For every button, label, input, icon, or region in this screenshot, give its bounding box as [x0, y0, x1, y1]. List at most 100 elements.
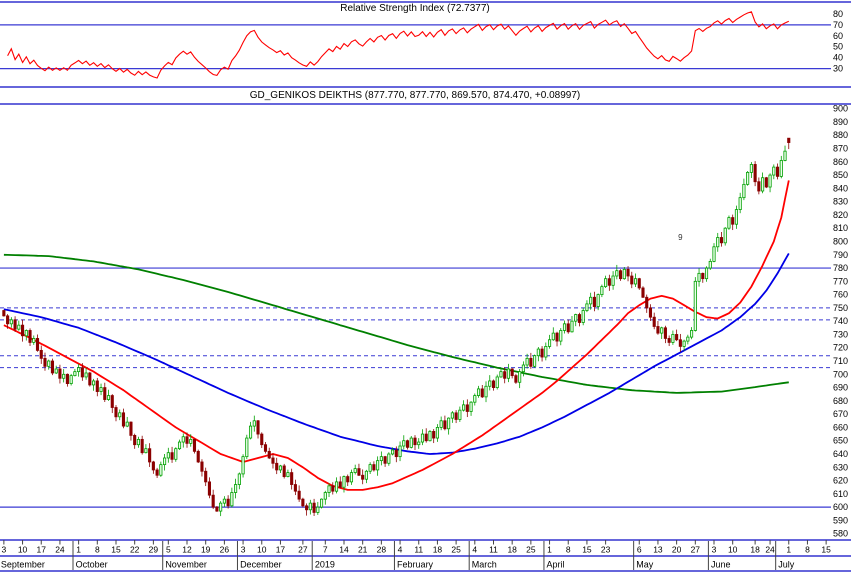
svg-text:8: 8	[566, 545, 571, 555]
svg-text:12: 12	[182, 545, 192, 555]
svg-text:8: 8	[95, 545, 100, 555]
svg-text:40: 40	[833, 53, 843, 63]
svg-text:760: 760	[833, 290, 848, 300]
svg-text:11: 11	[414, 545, 423, 555]
svg-text:February: February	[397, 560, 434, 570]
svg-text:May: May	[636, 560, 654, 570]
svg-text:29: 29	[149, 545, 159, 555]
svg-text:December: December	[240, 560, 282, 570]
svg-text:10: 10	[257, 545, 267, 555]
svg-text:610: 610	[833, 489, 848, 499]
svg-text:15: 15	[111, 545, 121, 555]
svg-text:670: 670	[833, 409, 848, 419]
svg-text:20: 20	[672, 545, 682, 555]
svg-text:1: 1	[76, 545, 81, 555]
svg-text:24: 24	[765, 545, 775, 555]
svg-text:June: June	[711, 560, 731, 570]
candlesticks	[2, 137, 791, 517]
ma-slow-line	[3, 253, 789, 394]
svg-text:21: 21	[358, 545, 368, 555]
svg-text:10: 10	[18, 545, 28, 555]
svg-text:900: 900	[833, 104, 848, 114]
svg-text:11: 11	[489, 545, 498, 555]
svg-text:18: 18	[750, 545, 760, 555]
svg-text:720: 720	[833, 343, 848, 353]
svg-text:18: 18	[507, 545, 517, 555]
svg-text:870: 870	[833, 144, 848, 154]
svg-text:620: 620	[833, 476, 848, 486]
svg-text:770: 770	[833, 276, 848, 286]
svg-text:25: 25	[526, 545, 536, 555]
svg-text:18: 18	[433, 545, 443, 555]
svg-text:880: 880	[833, 130, 848, 140]
price-level-lines	[0, 267, 831, 508]
svg-text:740: 740	[833, 316, 848, 326]
svg-text:September: September	[1, 560, 45, 570]
svg-text:24: 24	[55, 545, 65, 555]
svg-text:7: 7	[323, 545, 328, 555]
svg-text:3: 3	[241, 545, 246, 555]
x-axis: 3 10 17 24 1 8 15 22 29 5 12 19 26 3 10 17 27 7 14 21 28 4 11 1…	[1, 540, 831, 570]
svg-text:710: 710	[833, 356, 848, 366]
svg-text:23: 23	[601, 545, 611, 555]
svg-text:3: 3	[712, 545, 717, 555]
svg-text:690: 690	[833, 383, 848, 393]
svg-text:October: October	[76, 560, 108, 570]
svg-text:28: 28	[377, 545, 387, 555]
svg-text:650: 650	[833, 436, 848, 446]
svg-text:730: 730	[833, 329, 848, 339]
svg-text:820: 820	[833, 210, 848, 220]
svg-text:17: 17	[276, 545, 286, 555]
svg-text:60: 60	[833, 31, 843, 41]
svg-text:80: 80	[833, 9, 843, 19]
svg-text:17: 17	[37, 545, 47, 555]
svg-text:860: 860	[833, 157, 848, 167]
svg-text:July: July	[778, 560, 795, 570]
svg-text:580: 580	[833, 529, 848, 539]
svg-text:1: 1	[786, 545, 791, 555]
svg-text:25: 25	[451, 545, 461, 555]
svg-text:30: 30	[833, 64, 843, 74]
svg-text:640: 640	[833, 449, 848, 459]
svg-text:2019: 2019	[315, 560, 335, 570]
svg-text:50: 50	[833, 42, 843, 52]
svg-text:4: 4	[472, 545, 477, 555]
svg-text:13: 13	[653, 545, 663, 555]
svg-text:630: 630	[833, 462, 848, 472]
ma-fast-line	[3, 180, 790, 491]
rsi-level-lines	[0, 24, 831, 70]
svg-text:November: November	[165, 560, 207, 570]
svg-text:15: 15	[582, 545, 592, 555]
svg-text:700: 700	[833, 369, 848, 379]
svg-text:5: 5	[166, 545, 171, 555]
svg-text:830: 830	[833, 197, 848, 207]
svg-text:26: 26	[220, 545, 230, 555]
svg-text:660: 660	[833, 422, 848, 432]
svg-text:22: 22	[130, 545, 140, 555]
svg-text:19: 19	[201, 545, 211, 555]
svg-text:790: 790	[833, 250, 848, 260]
svg-text:14: 14	[339, 545, 349, 555]
svg-text:1: 1	[547, 545, 552, 555]
svg-text:April: April	[547, 560, 565, 570]
svg-text:70: 70	[833, 20, 843, 30]
chart-annotation: 9	[678, 233, 683, 242]
svg-text:890: 890	[833, 117, 848, 127]
svg-text:6: 6	[637, 545, 642, 555]
svg-text:10: 10	[728, 545, 738, 555]
price-axis-labels: 900 890 880 870 860 850 840 830 820 810 800 790 780 7…	[833, 104, 848, 539]
svg-text:15: 15	[821, 545, 831, 555]
svg-text:780: 780	[833, 263, 848, 273]
svg-text:27: 27	[298, 545, 308, 555]
rsi-line	[7, 11, 790, 79]
svg-text:3: 3	[2, 545, 7, 555]
svg-text:850: 850	[833, 170, 848, 180]
ma-mid-line	[3, 252, 790, 455]
svg-text:590: 590	[833, 515, 848, 525]
svg-text:27: 27	[691, 545, 701, 555]
svg-text:800: 800	[833, 236, 848, 246]
